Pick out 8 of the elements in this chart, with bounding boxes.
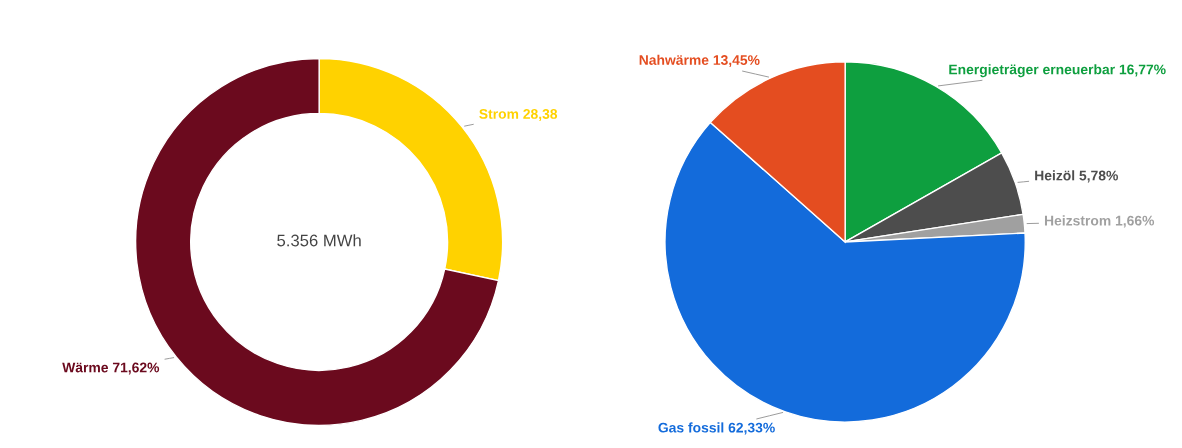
slice-label: Wärme 71,62% [62, 362, 160, 375]
slice-label: Energieträger erneuerbar 16,77% [949, 64, 1166, 78]
slice-label: Strom 28,38 [479, 109, 558, 121]
slice-label: Nahwärme 13,45% [639, 54, 760, 67]
slice-label: Heizöl 5,78% [1035, 170, 1118, 183]
text: 5.356 MWh [277, 234, 361, 247]
slice-label: Heizstrom 1,66% [1044, 215, 1155, 228]
slice-label: Gas fossil 62,33% [658, 422, 775, 435]
